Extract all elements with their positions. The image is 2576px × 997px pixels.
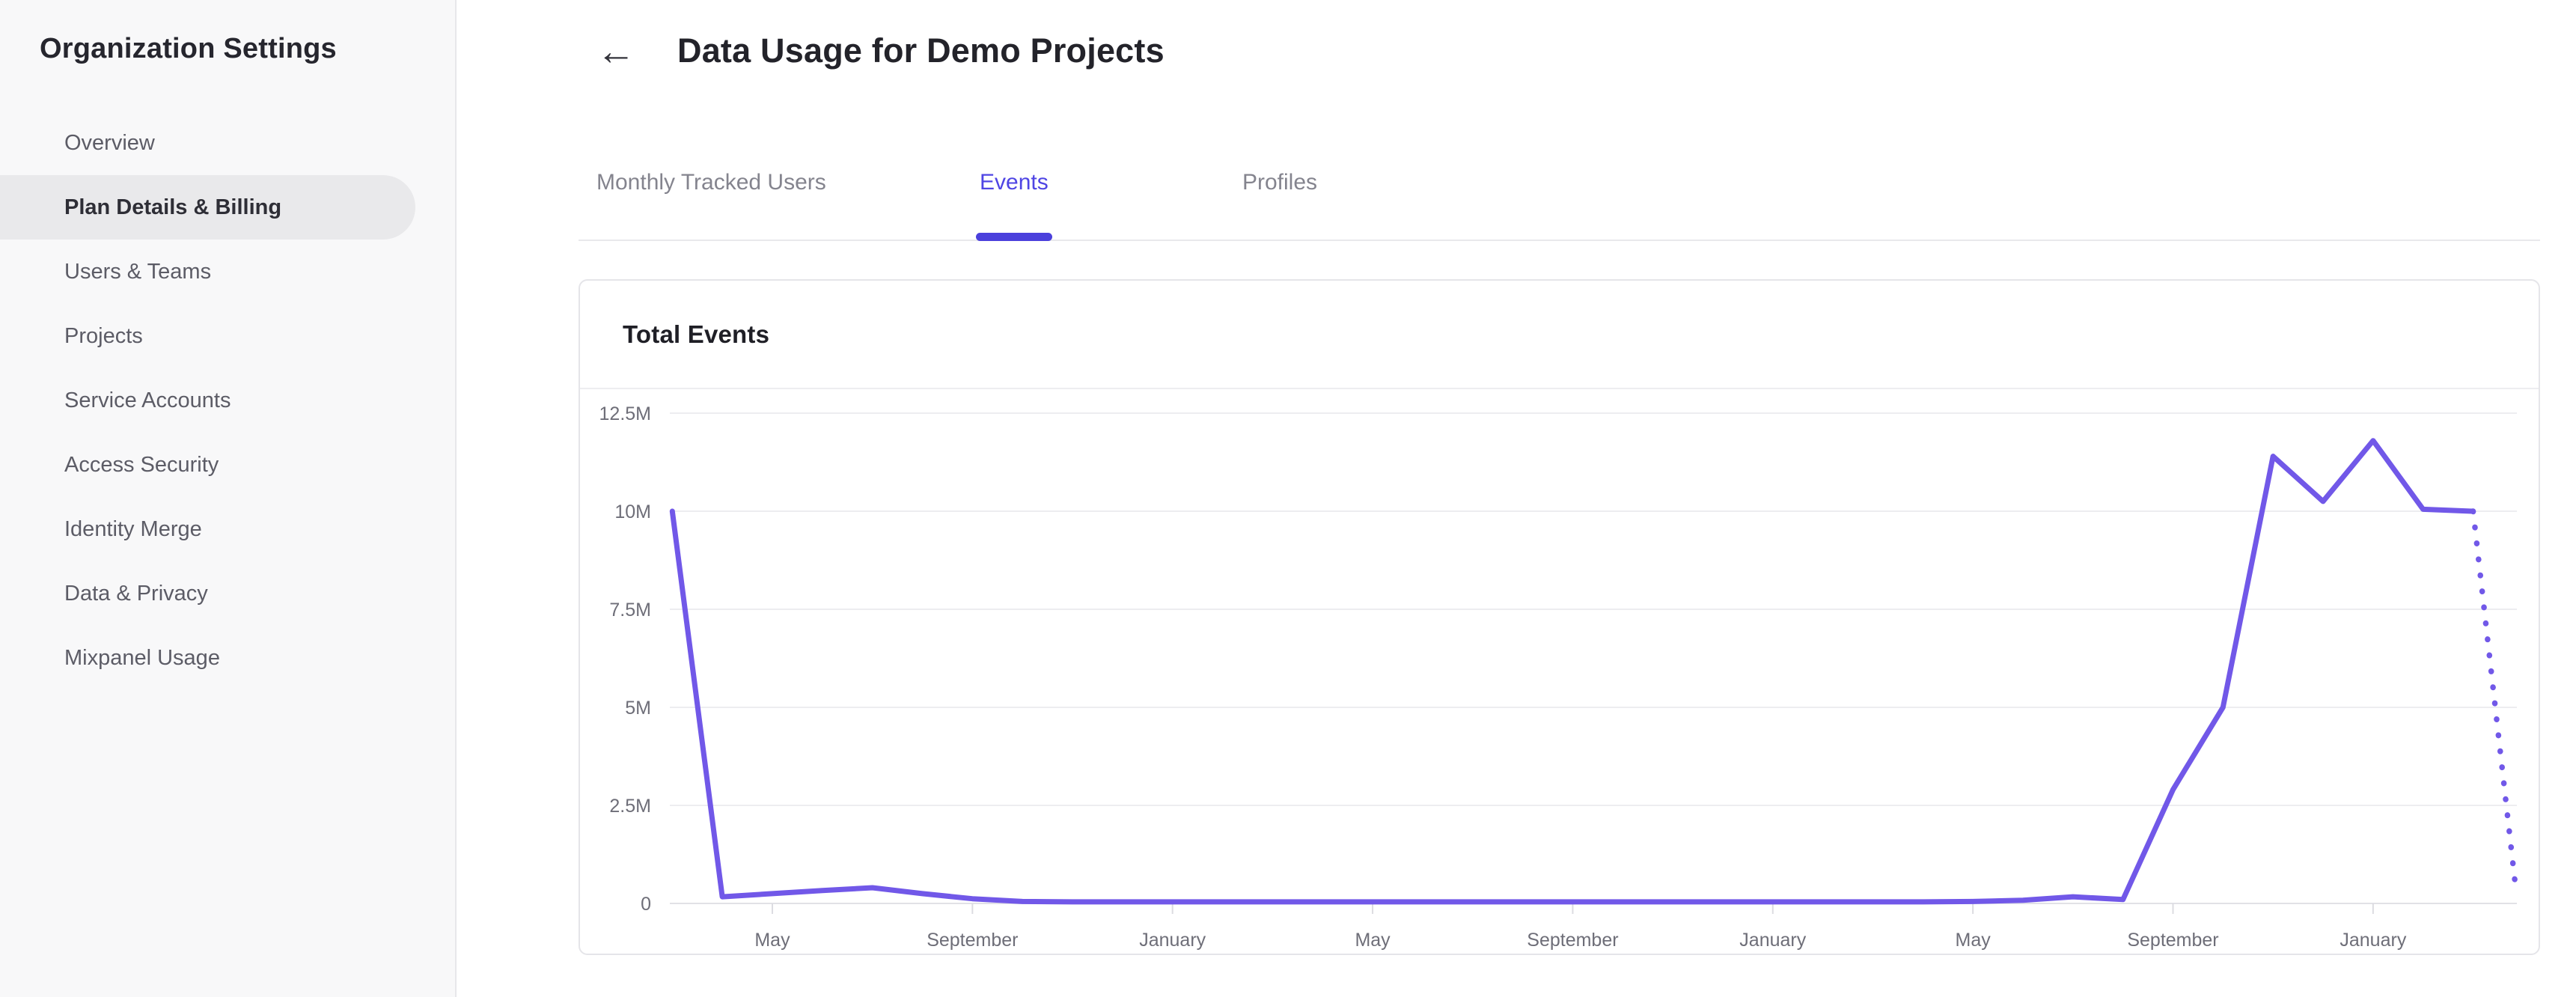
x-axis-label: May bbox=[1355, 930, 1391, 951]
chart-title: Total Events bbox=[623, 320, 770, 348]
sidebar-item-data-privacy[interactable]: Data & Privacy bbox=[64, 581, 208, 606]
x-axis-label: January bbox=[1739, 930, 1806, 951]
sidebar-title: Organization Settings bbox=[40, 33, 337, 64]
sidebar-item-users-teams[interactable]: Users & Teams bbox=[64, 259, 212, 284]
x-axis-label: September bbox=[1527, 930, 1618, 951]
x-axis-label: May bbox=[1956, 930, 1991, 951]
chart-svg[interactable]: 12.5M 10M 7.5M 5M 2.5M 0 May September January Ma… bbox=[580, 391, 2539, 955]
active-tab-indicator bbox=[976, 233, 1052, 241]
sidebar-item-plan-details-billing[interactable]: Plan Details & Billing bbox=[0, 175, 415, 240]
y-axis-label: 0 bbox=[641, 894, 651, 915]
y-axis-label: 12.5M bbox=[599, 403, 651, 424]
y-axis-label: 2.5M bbox=[609, 796, 651, 817]
card-header: Total Events bbox=[580, 281, 2539, 389]
tab-events[interactable]: Events bbox=[980, 170, 1049, 195]
sidebar-item-projects[interactable]: Projects bbox=[64, 323, 143, 348]
projected-events-line-dotted bbox=[2470, 508, 2519, 891]
sidebar-item-access-security[interactable]: Access Security bbox=[64, 452, 219, 477]
y-axis-label: 7.5M bbox=[609, 600, 651, 621]
page-title: Data Usage for Demo Projects bbox=[677, 31, 1165, 70]
x-axis-label: September bbox=[2127, 930, 2218, 951]
x-axis-label: January bbox=[1139, 930, 1206, 951]
sidebar-item-overview[interactable]: Overview bbox=[64, 130, 155, 155]
tab-monthly-tracked-users[interactable]: Monthly Tracked Users bbox=[596, 170, 826, 195]
sidebar-item-mixpanel-usage[interactable]: Mixpanel Usage bbox=[64, 645, 220, 670]
total-events-line bbox=[669, 438, 2476, 905]
sidebar-item-service-accounts[interactable]: Service Accounts bbox=[64, 388, 231, 412]
sidebar: Organization Settings Overview Plan Detai… bbox=[0, 0, 457, 997]
x-axis-label: May bbox=[754, 930, 790, 951]
x-axis-label: January bbox=[2340, 930, 2406, 951]
back-arrow-icon[interactable]: ← bbox=[596, 30, 635, 73]
sidebar-item-identity-merge[interactable]: Identity Merge bbox=[64, 516, 202, 541]
tab-bar-divider bbox=[579, 240, 2540, 241]
total-events-card: Total Events 12.5M 10M 7.5M 5M 2.5M 0 May Septe… bbox=[579, 279, 2540, 955]
tab-profiles[interactable]: Profiles bbox=[1242, 170, 1318, 195]
events-line-chart[interactable]: 12.5M 10M 7.5M 5M 2.5M 0 May September January Ma… bbox=[580, 391, 2539, 955]
x-axis-label: September bbox=[927, 930, 1018, 951]
y-axis-label: 10M bbox=[614, 501, 651, 522]
y-axis-label: 5M bbox=[625, 698, 651, 719]
sidebar-nav: Overview Plan Details & Billing Users & Te… bbox=[0, 111, 457, 690]
